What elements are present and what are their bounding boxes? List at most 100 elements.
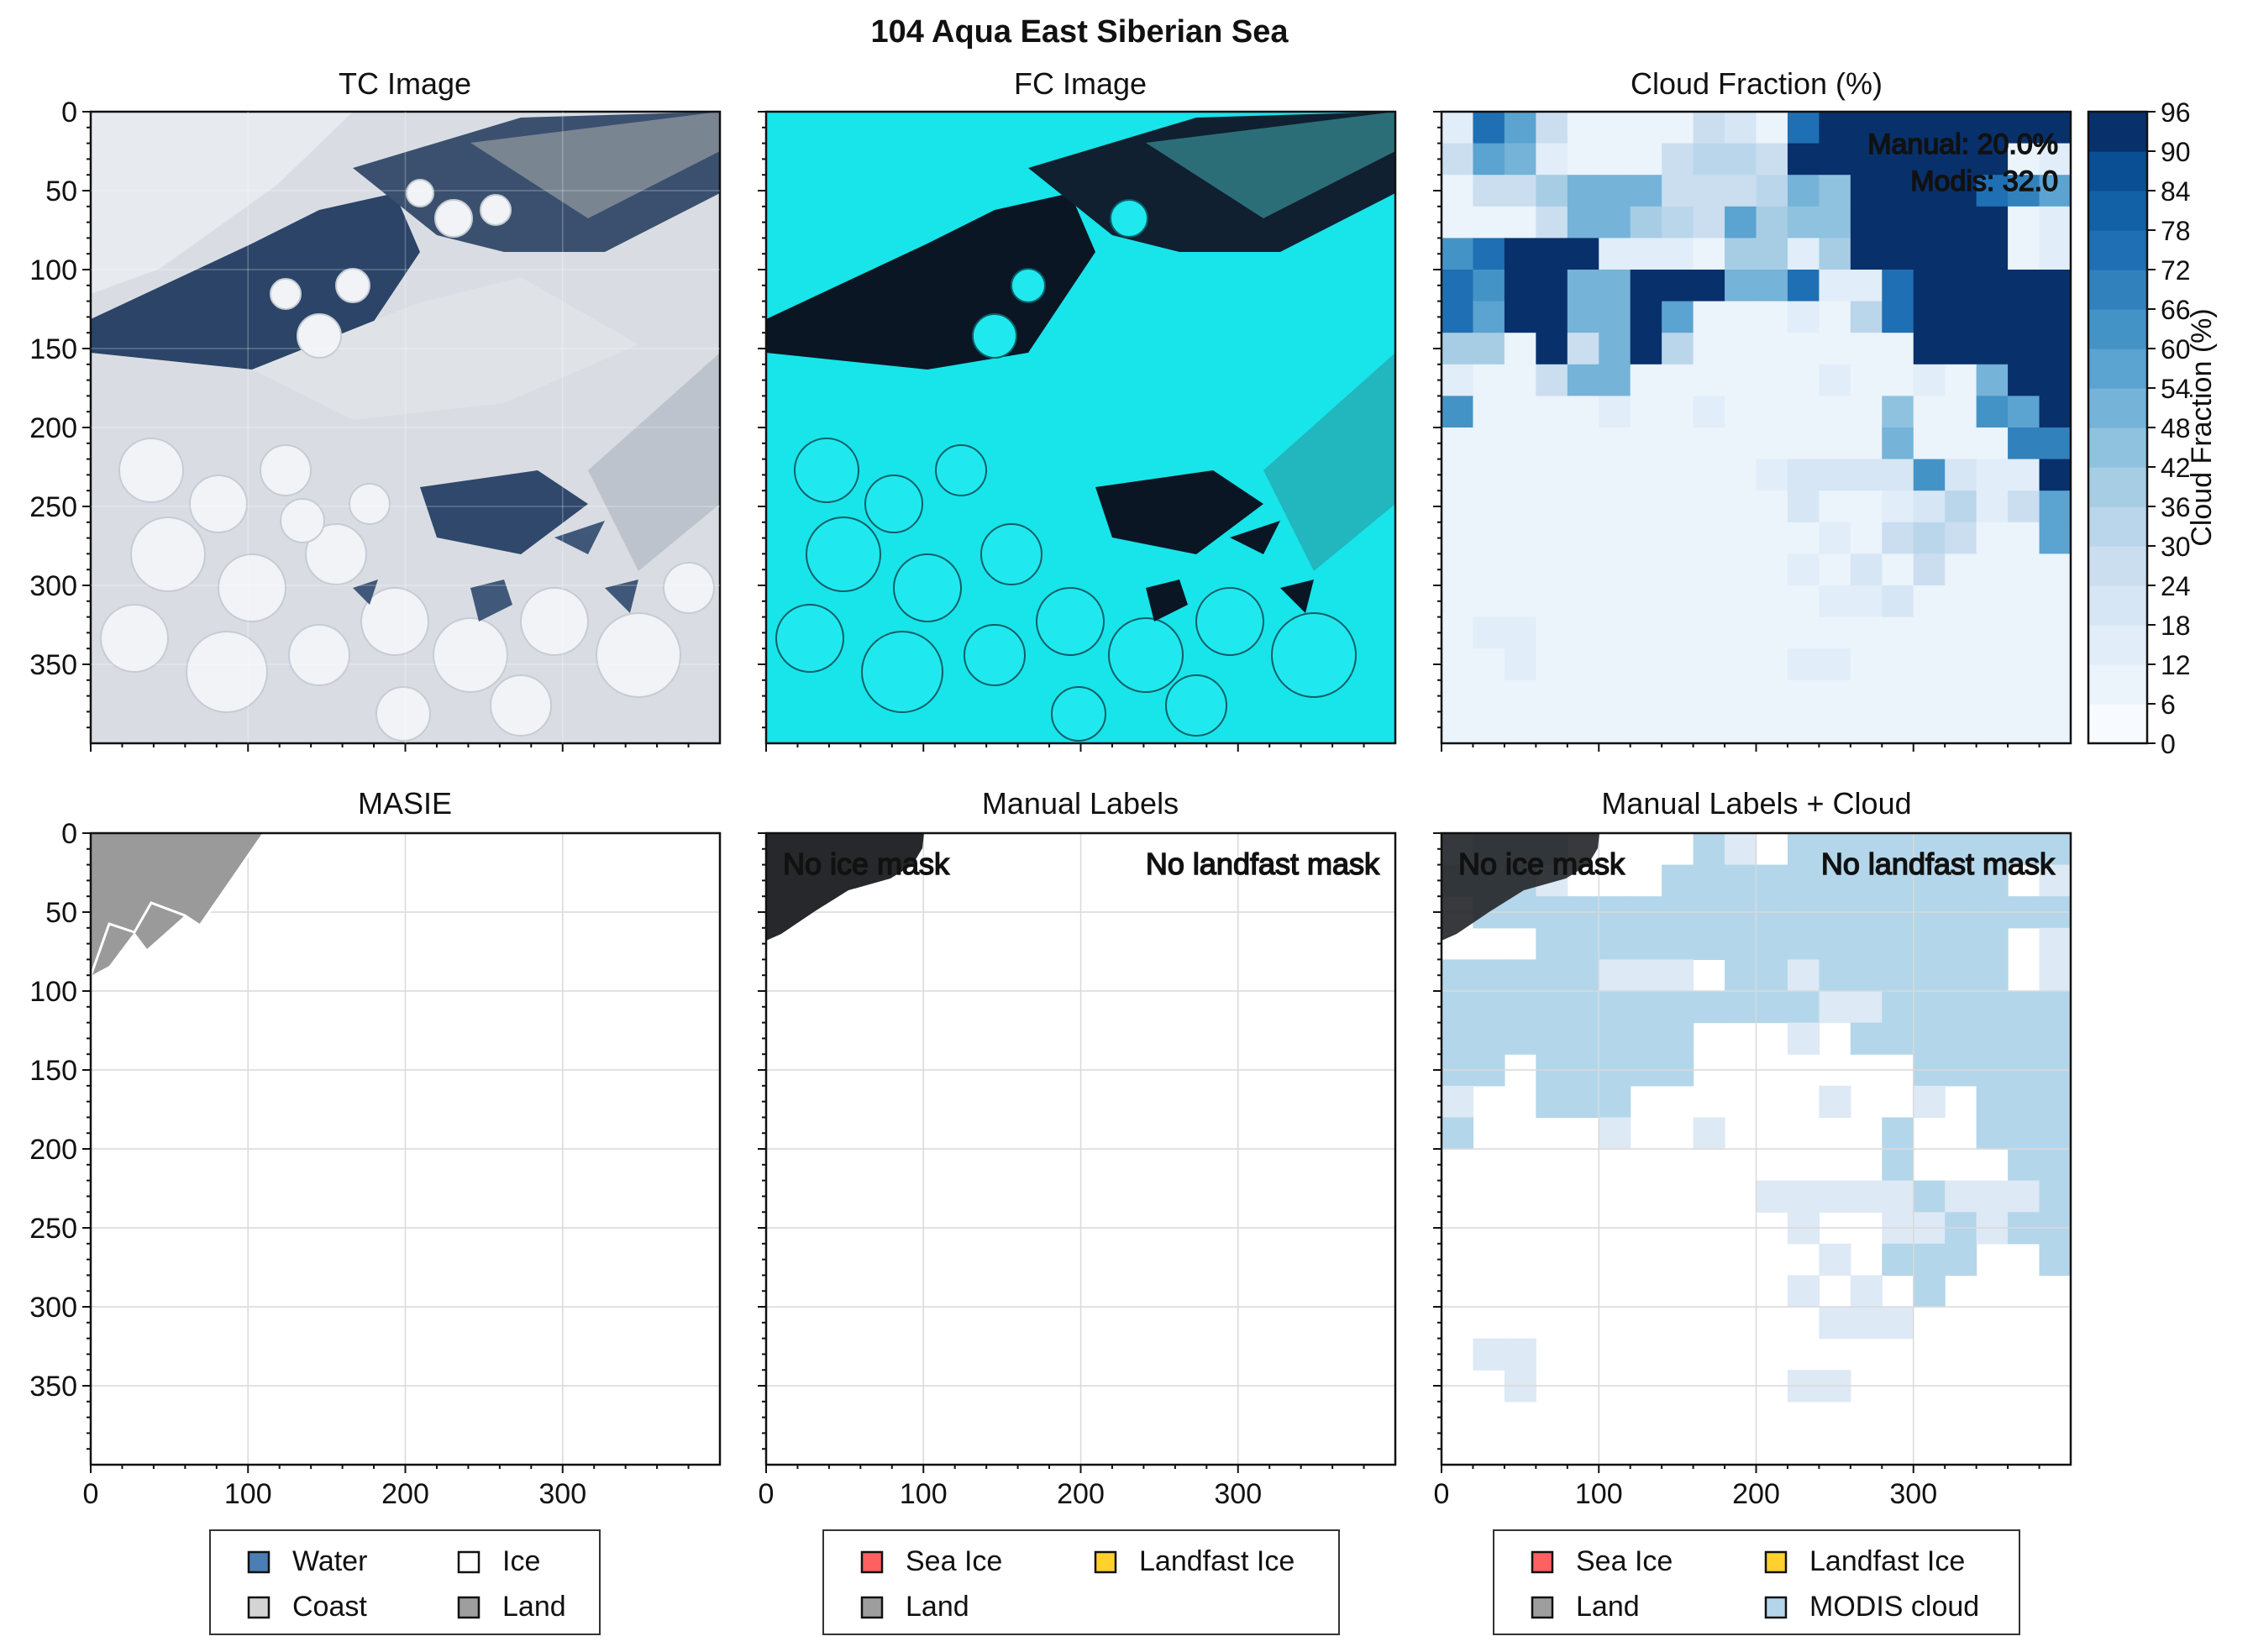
modis-cloud-cell <box>1630 927 1662 960</box>
y-tick-label: 250 <box>29 1213 77 1245</box>
modis-cloud-cell <box>1787 1275 1820 1308</box>
heatmap-cell <box>1442 238 1474 270</box>
manual-no-ice-mask-text: No ice mask <box>783 847 950 881</box>
heatmap-cell <box>1882 143 1914 176</box>
heatmap-cell <box>1504 206 1536 239</box>
heatmap-cell <box>1976 112 2009 144</box>
manual-land-region <box>766 833 924 941</box>
heatmap-cell <box>1504 553 1536 586</box>
heatmap-cell <box>2008 333 2040 365</box>
heatmap-cell <box>1630 679 1662 712</box>
heatmap-cell <box>2008 553 2040 586</box>
modis-cloud-cell <box>1819 1243 1851 1276</box>
y-tick-label: 100 <box>29 976 77 1008</box>
modis-cloud-cell <box>1882 991 1914 1024</box>
heatmap-cell <box>1630 648 1662 681</box>
heatmap-cell <box>1504 396 1536 428</box>
modis-cloud-cell <box>1473 1338 1505 1371</box>
modis-cloud-cell <box>1536 1085 1568 1118</box>
heatmap-cell <box>2008 427 2040 460</box>
heatmap-cell <box>1725 364 1757 396</box>
heatmap-cell <box>1913 333 1946 365</box>
heatmap-cell <box>1976 711 2009 744</box>
heatmap-cell <box>1662 396 1694 428</box>
heatmap-cell <box>1787 427 1820 460</box>
modis-cloud-cell <box>1850 991 1883 1024</box>
heatmap-cell <box>1567 522 1599 554</box>
manual-cloud-legend: Sea Ice Landfast Ice Land MODIS cloud <box>1493 1529 2020 1635</box>
legend-label: Landfast Ice <box>1139 1545 1295 1577</box>
modis-cloud-cell <box>1725 991 1757 1024</box>
x-tick-label: 300 <box>1214 1478 1262 1510</box>
y-tick-label: 250 <box>29 491 77 523</box>
legend-label: Land <box>906 1591 969 1623</box>
heatmap-cell <box>1819 143 1851 176</box>
legend-swatch <box>1764 1596 1788 1619</box>
modis-cloud-cell <box>1945 991 1977 1024</box>
heatmap-cell <box>1693 648 1725 681</box>
heatmap-cell <box>1725 648 1757 681</box>
modis-cloud-cell <box>1976 833 2009 866</box>
tc-image-panel: TC Image <box>89 66 722 745</box>
modis-cloud-cell <box>1725 927 1757 960</box>
heatmap-cell <box>1536 616 1568 649</box>
heatmap-cell <box>1473 490 1505 523</box>
fc-image-title: FC Image <box>1014 66 1147 101</box>
modis-cloud-cell <box>1756 864 1788 897</box>
heatmap-cell <box>1630 206 1662 239</box>
modis-cloud-cell <box>1850 1022 1883 1055</box>
legend-swatch <box>860 1550 884 1574</box>
modis-cloud-cell <box>1756 959 1788 992</box>
heatmap-cell <box>1693 396 1725 428</box>
heatmap-cell <box>1882 427 1914 460</box>
colorbar-swatch <box>2088 427 2147 468</box>
heatmap-cell <box>1536 490 1568 523</box>
heatmap-cell <box>1787 522 1820 554</box>
heatmap-cell <box>1693 206 1725 239</box>
heatmap-cell <box>1976 333 2009 365</box>
x-tick-label: 0 <box>759 1478 775 1510</box>
heatmap-cell <box>1819 522 1851 554</box>
heatmap-cell <box>2039 270 2072 302</box>
legend-label: Coast <box>292 1591 367 1623</box>
masie-coast-line <box>89 832 265 977</box>
heatmap-cell <box>1725 427 1757 460</box>
heatmap-cell <box>1442 616 1474 649</box>
heatmap-cell <box>1850 585 1883 618</box>
heatmap-cell <box>1473 711 1505 744</box>
modis-cloud-cell <box>1567 1085 1599 1118</box>
heatmap-cell <box>1850 270 1883 302</box>
y-tick-label: 150 <box>29 1055 77 1087</box>
heatmap-cell <box>1693 333 1725 365</box>
modis-cloud-cell <box>1662 927 1694 960</box>
heatmap-cell <box>1630 459 1662 491</box>
manual-labels-cloud-title: Manual Labels + Cloud <box>1601 786 1911 821</box>
heatmap-cell <box>1536 301 1568 333</box>
modis-cloud-cell <box>1882 1243 1914 1276</box>
heatmap-cell <box>1882 270 1914 302</box>
heatmap-cell <box>2008 143 2040 176</box>
heatmap-cell <box>1913 427 1946 460</box>
heatmap-cell <box>1442 490 1474 523</box>
heatmap-cell <box>1945 143 1977 176</box>
annot-manual-cloud: Manual: 20.0% <box>1867 128 2058 160</box>
legend-swatch <box>1531 1596 1554 1619</box>
heatmap-cell <box>1976 616 2009 649</box>
manual-cloud-land-region <box>1442 833 1599 941</box>
heatmap-cell <box>2039 427 2072 460</box>
modis-cloud-cell <box>1473 991 1505 1024</box>
heatmap-cell <box>1599 143 1631 176</box>
x-tick-label: 300 <box>538 1478 586 1510</box>
heatmap-cell <box>1599 490 1631 523</box>
heatmap-cell <box>1662 585 1694 618</box>
modis-cloud-cell <box>1819 1307 1851 1340</box>
heatmap-cell <box>1630 112 1662 144</box>
heatmap-cell <box>1504 711 1536 744</box>
heatmap-cell <box>1567 459 1599 491</box>
heatmap-cell <box>2039 396 2072 428</box>
modis-cloud-cell <box>1819 833 1851 866</box>
modis-cloud-cell <box>1599 1022 1631 1055</box>
heatmap-cell <box>1882 206 1914 239</box>
manual-gridlines <box>766 833 1395 1465</box>
heatmap-cell <box>1504 616 1536 649</box>
